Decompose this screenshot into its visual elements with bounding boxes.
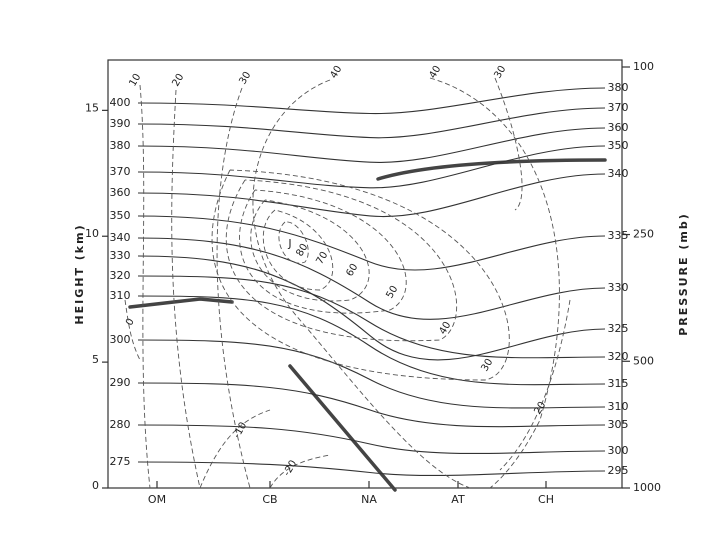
- isotach: [124, 299, 141, 361]
- isentrope: [137, 173, 606, 218]
- isotach: [211, 169, 510, 381]
- isotach: [139, 84, 151, 489]
- front-line: [128, 297, 234, 309]
- isotach-label: 0: [124, 317, 137, 328]
- isotach: [199, 409, 271, 489]
- front-line: [288, 364, 397, 492]
- isotach: [429, 77, 560, 489]
- isotach: [269, 454, 331, 489]
- isentrope-label: 315: [608, 377, 629, 390]
- isentrope: [137, 275, 606, 359]
- isentrope-label: 280: [110, 418, 131, 431]
- isentrope-label: 310: [608, 400, 629, 413]
- y-tick-label: 5: [92, 353, 99, 366]
- isotach-label: 20: [532, 400, 548, 417]
- isotach-label: 60: [344, 262, 360, 279]
- isentrope: [137, 295, 606, 386]
- y2-axis-label: PRESSURE (mb): [677, 212, 690, 336]
- isentrope: [137, 382, 606, 428]
- isotach: [239, 189, 407, 314]
- isentrope-label: 305: [608, 418, 629, 431]
- isotach-label: -10: [232, 420, 250, 440]
- isotach: [216, 87, 251, 489]
- isentrope-label: 330: [608, 281, 629, 294]
- isentrope-label: 350: [608, 139, 629, 152]
- isentrope-label: 400: [110, 96, 131, 109]
- isentrope-label: 290: [110, 376, 131, 389]
- isentrope-label: 390: [110, 117, 131, 130]
- y2-tick-label: 1000: [633, 481, 661, 494]
- isentrope-label: 360: [608, 121, 629, 134]
- isentrope: [137, 255, 606, 361]
- isentrope-label: 380: [110, 139, 131, 152]
- isentrope-label: 370: [608, 101, 629, 114]
- isentrope-label: 275: [110, 455, 131, 468]
- isotach-label: 30: [237, 70, 253, 87]
- isentrope-label: 310: [110, 289, 131, 302]
- isentrope-label: 320: [608, 350, 629, 363]
- isotach: [225, 179, 458, 342]
- jet-label: J: [287, 237, 291, 250]
- y-tick-label: 10: [85, 227, 99, 240]
- isentrope-label: 380: [608, 81, 629, 94]
- y2-tick-label: 100: [633, 60, 654, 73]
- isentrope-label: 330: [110, 249, 131, 262]
- isentrope-label: 350: [110, 209, 131, 222]
- station-label: OM: [148, 493, 166, 506]
- plot-frame: [107, 59, 623, 489]
- isotach-label: 20: [170, 72, 186, 89]
- isentrope: [137, 127, 606, 163]
- isentrope-label: 335: [608, 229, 629, 242]
- isotach: [494, 77, 523, 211]
- isentrope-label: 295: [608, 464, 629, 477]
- isotach-label: 50: [384, 284, 400, 301]
- isotach-label: 40: [427, 64, 443, 81]
- isentrope-label: 325: [608, 322, 629, 335]
- station-label: CH: [538, 493, 554, 506]
- isentrope-label: 370: [110, 165, 131, 178]
- isentrope: [137, 237, 606, 320]
- isotach: [250, 199, 370, 302]
- isentrope-label: 300: [110, 333, 131, 346]
- isentrope: [137, 424, 606, 455]
- isotach-label: 30: [492, 64, 508, 81]
- tropopause-line: [376, 158, 607, 181]
- isotach: [278, 221, 309, 264]
- station-label: CB: [262, 493, 277, 506]
- isentrope: [137, 87, 606, 115]
- isotach: [171, 89, 201, 489]
- isentrope: [137, 145, 606, 189]
- isentrope-label: 340: [608, 167, 629, 180]
- isotach-label: 10: [127, 72, 143, 89]
- isentrope-label: 320: [110, 269, 131, 282]
- isotach-label: 40: [437, 320, 453, 337]
- isotach-label: 70: [314, 250, 330, 267]
- isentrope-label: 360: [110, 186, 131, 199]
- isentrope: [137, 215, 606, 271]
- isentrope: [137, 461, 606, 477]
- isentrope: [137, 107, 606, 139]
- y-tick-label: 15: [85, 101, 99, 114]
- isotach-label: 30: [479, 357, 495, 374]
- y-axis-label: HEIGHT (km): [73, 223, 86, 324]
- isotach: [262, 209, 334, 291]
- y2-tick-label: 250: [633, 228, 654, 241]
- isotach: [252, 79, 471, 489]
- isentrope-label: 340: [110, 231, 131, 244]
- isentrope: [137, 339, 606, 409]
- y2-tick-label: 500: [633, 354, 654, 367]
- isentrope-label: 300: [608, 444, 629, 457]
- station-label: NA: [361, 493, 377, 506]
- station-label: AT: [451, 493, 465, 506]
- y-tick-label: 0: [92, 479, 99, 492]
- isotach-label: 40: [328, 64, 344, 81]
- isotach-label: -20: [282, 458, 300, 478]
